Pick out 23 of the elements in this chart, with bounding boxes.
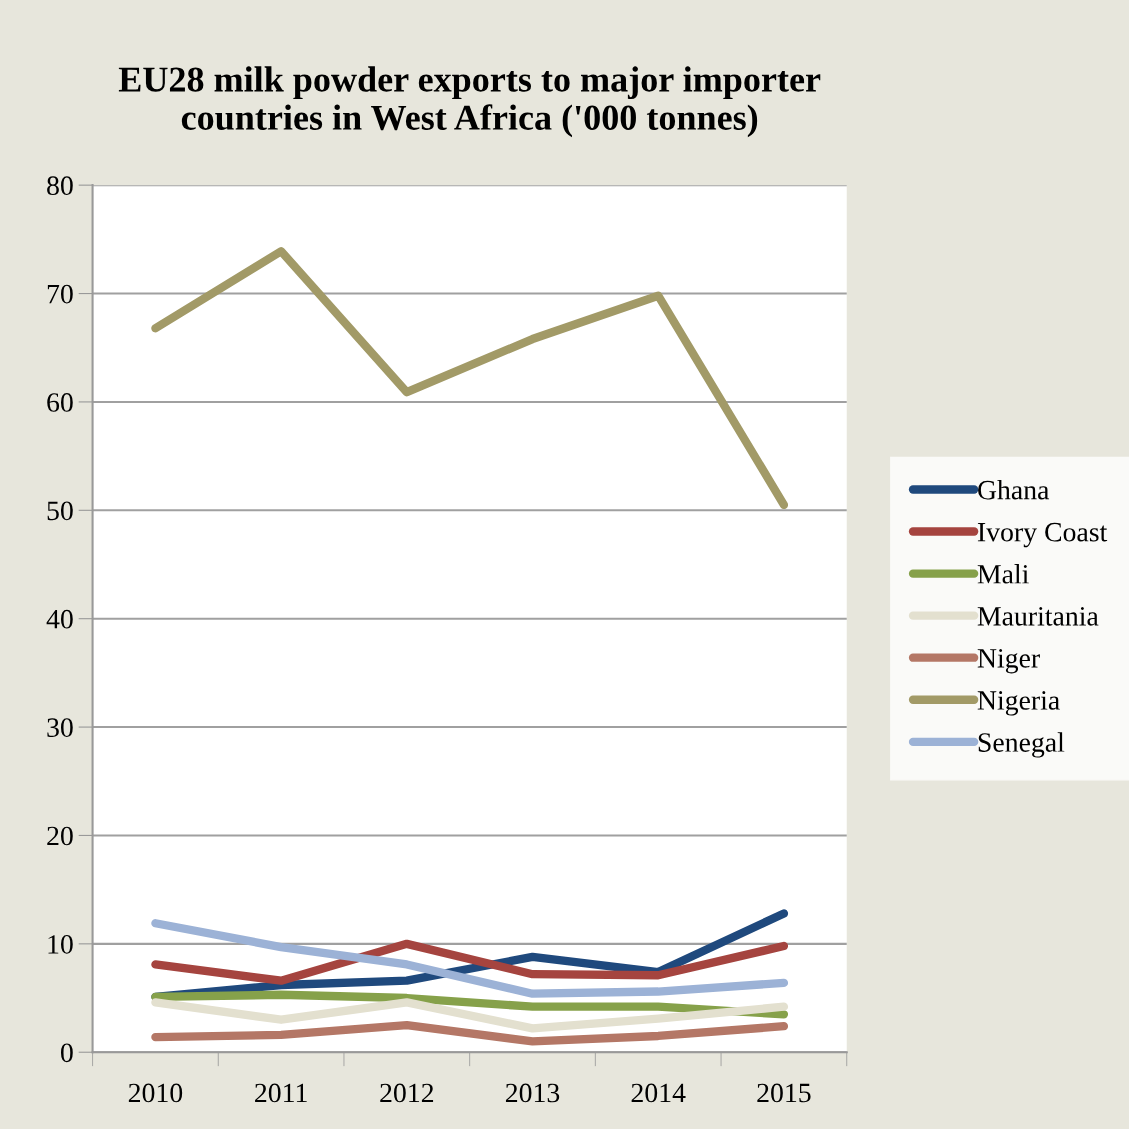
y-tick-label: 70 [47,284,73,304]
x-tick-label: 2015 [757,1083,811,1103]
y-tick-label: 40 [46,609,73,629]
y-tick-label: 0 [61,1043,73,1063]
y-tick-label: 10 [48,935,73,954]
legend-label: Ivory Coast [977,522,1108,548]
y-tick-label: 80 [47,176,73,196]
x-tick-label: 2011 [255,1083,307,1103]
y-tick-label: 50 [47,501,73,521]
x-tick-label: 2012 [380,1083,434,1103]
y-tick-label: 60 [47,393,73,412]
legend-label: Ghana [978,479,1050,500]
legend-label: Niger [977,649,1040,674]
legend-label: Nigeria [977,691,1060,716]
legend-label: Mauritania [977,606,1099,626]
x-tick-label: 2013 [505,1083,560,1103]
chart-title: EU28 milk powder exports to major importer countries in West Africa ('000 tonnes) [118,66,821,138]
y-tick-label: 20 [47,826,73,846]
legend-label: Senegal [978,732,1065,758]
legend-label: Mali [977,564,1029,584]
y-tick-label: 30 [47,718,73,737]
x-tick-label: 2010 [128,1083,183,1103]
x-tick-label: 2014 [631,1083,686,1103]
